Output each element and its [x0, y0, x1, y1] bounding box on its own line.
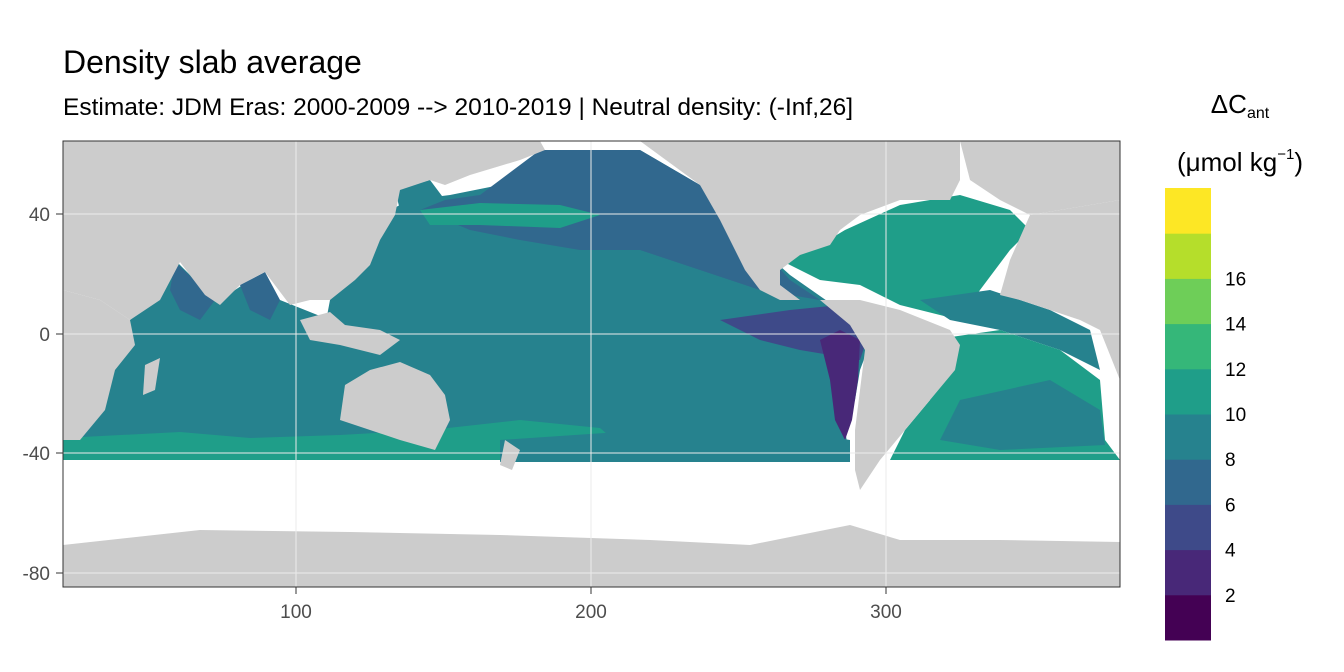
chart-title: Density slab average: [63, 44, 362, 80]
y-tick-label: -40: [23, 444, 50, 465]
land-new-zealand: [500, 440, 520, 470]
legend-break-label: 14: [1225, 315, 1247, 336]
y-tick-label: 40: [29, 205, 50, 226]
ocean-region-tropical-atlantic: [920, 290, 1100, 370]
legend-break-label: 4: [1225, 541, 1236, 562]
ocean-region-north-pacific: [410, 150, 820, 300]
legend-break-label: 16: [1225, 269, 1246, 290]
ocean-region-benguela: [940, 380, 1105, 450]
ocean-region-southern-band: [63, 420, 620, 460]
legend-swatch: [1165, 414, 1211, 460]
legend-break-label: 6: [1225, 495, 1236, 516]
legend-unit-close: ): [1294, 147, 1303, 177]
legend-unit-exponent: −1: [1277, 146, 1295, 163]
ocean-region-kuroshio: [420, 203, 600, 228]
y-tick-label: 0: [39, 325, 50, 346]
land-europe-africa-east: [1000, 200, 1120, 380]
legend-swatch: [1165, 368, 1211, 415]
legend-break-label: 8: [1225, 450, 1236, 471]
ocean-region-arabian-sea: [170, 262, 215, 320]
legend-break-label: 10: [1225, 405, 1246, 426]
land-greenland: [960, 141, 1120, 215]
legend-unit: (μmol kg−1): [1150, 137, 1330, 180]
legend-colorbar: [1165, 188, 1211, 641]
y-tick-label: -80: [23, 564, 50, 585]
ocean-region-south-pacific-band: [500, 430, 850, 462]
legend-title-main: ΔC: [1210, 89, 1247, 119]
legend-swatch: [1165, 233, 1211, 279]
x-tick-label: 100: [280, 602, 312, 623]
land-madagascar: [143, 358, 160, 395]
gridlines: [63, 141, 1120, 587]
legend-swatch: [1165, 278, 1211, 325]
legend-title: ΔCant: [1170, 86, 1310, 132]
legend-swatch: [1165, 188, 1211, 234]
land-africa: [63, 290, 135, 440]
ocean-region-peru-coast: [820, 330, 860, 440]
y-tick-labels: 40 0 -40 -80: [23, 205, 50, 585]
legend-break-label: 2: [1225, 586, 1236, 607]
legend-swatch: [1165, 549, 1211, 596]
x-tick-label: 300: [870, 602, 902, 623]
ocean-region-bay-of-bengal: [240, 272, 280, 320]
legend-break-label: 12: [1225, 360, 1246, 381]
land-australia: [340, 362, 450, 450]
legend-swatch: [1165, 504, 1211, 551]
axis-ticks: [56, 213, 887, 594]
land-eurasia: [63, 141, 545, 320]
ocean-region-north-atlantic: [780, 195, 1030, 320]
legend-swatch: [1165, 459, 1211, 505]
land-north-america: [640, 141, 960, 300]
legend-swatch: [1165, 323, 1211, 370]
chart-subtitle: Estimate: JDM Eras: 2000-2009 --> 2010-2…: [63, 94, 854, 121]
land-layer: [63, 141, 1120, 587]
legend-title-subscript: ant: [1246, 105, 1270, 122]
land-south-america: [820, 300, 960, 490]
legend-ticks: 2 4 6 8 10 12 14 16: [1225, 269, 1247, 606]
legend-unit-main: (μmol kg: [1177, 147, 1278, 177]
x-tick-label: 200: [575, 602, 607, 623]
x-tick-labels: 100 200 300: [280, 602, 902, 623]
legend-swatch: [1165, 594, 1211, 641]
